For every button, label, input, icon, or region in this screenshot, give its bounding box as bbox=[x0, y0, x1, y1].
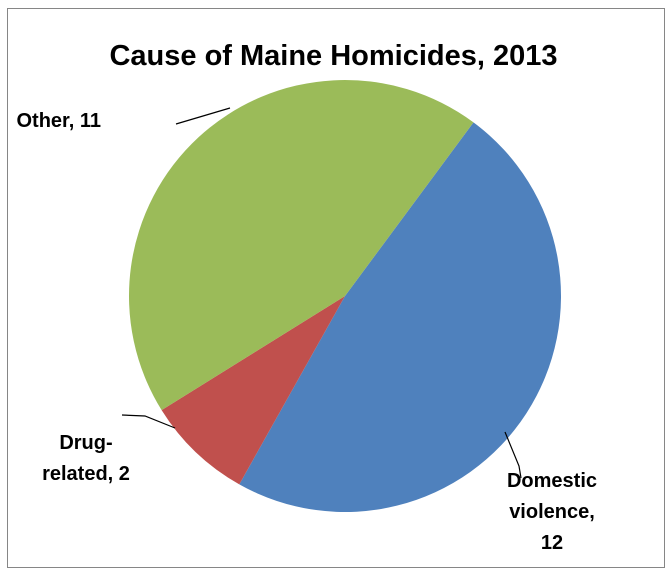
data-label: Other, 11 bbox=[17, 110, 102, 132]
data-label: violence, bbox=[509, 501, 595, 523]
data-label: 12 bbox=[541, 532, 563, 554]
chart-title: Cause of Maine Homicides, 2013 bbox=[109, 40, 558, 72]
pie-slice-other bbox=[129, 80, 474, 411]
data-label: Drug- bbox=[59, 432, 112, 454]
data-label: related, 2 bbox=[42, 463, 130, 485]
pie-slice-domestic-violence bbox=[239, 122, 562, 513]
leader-line bbox=[175, 107, 231, 125]
pie-slice-drug-related bbox=[161, 296, 345, 485]
leader-line bbox=[504, 431, 522, 479]
leader-line bbox=[121, 414, 176, 429]
data-label: Domestic bbox=[507, 470, 597, 492]
